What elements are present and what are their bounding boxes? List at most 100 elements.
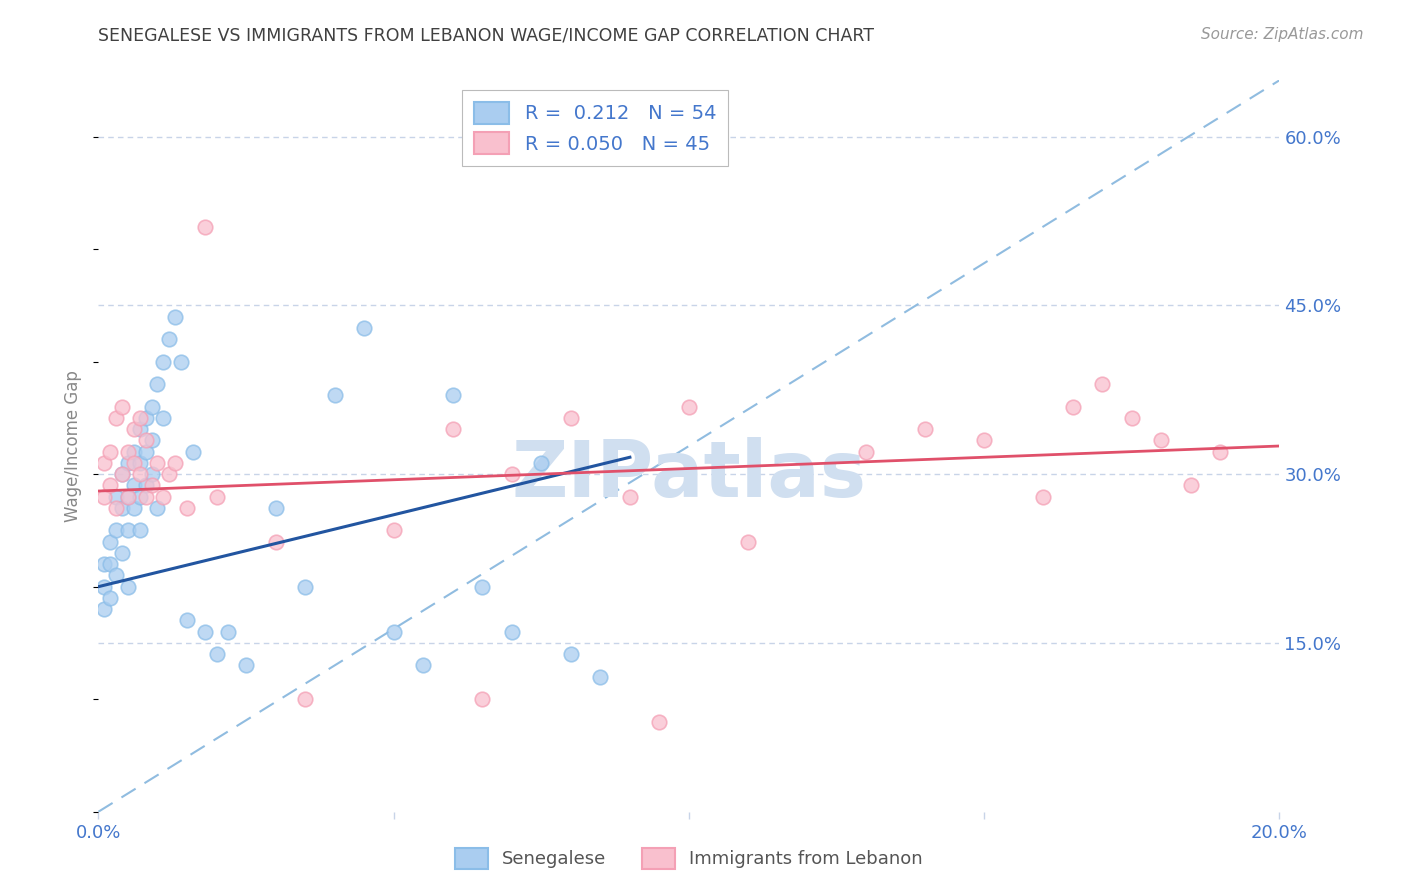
Point	[111, 500, 134, 515]
Point	[1150, 434, 1173, 448]
Point	[117, 524, 139, 538]
Point	[93, 557, 115, 571]
Point	[152, 354, 174, 368]
Point	[412, 658, 434, 673]
Point	[93, 602, 115, 616]
Point	[128, 490, 150, 504]
Point	[737, 534, 759, 549]
Point	[471, 580, 494, 594]
Point	[111, 400, 134, 414]
Point	[98, 591, 121, 605]
Point	[146, 377, 169, 392]
Point	[122, 500, 145, 515]
Text: ZIPatlas: ZIPatlas	[512, 437, 866, 513]
Point	[117, 456, 139, 470]
Point	[105, 500, 128, 515]
Point	[135, 478, 157, 492]
Point	[152, 490, 174, 504]
Point	[205, 647, 228, 661]
Point	[128, 456, 150, 470]
Point	[471, 692, 494, 706]
Point	[235, 658, 257, 673]
Point	[98, 534, 121, 549]
Point	[135, 490, 157, 504]
Point	[973, 434, 995, 448]
Point	[157, 332, 180, 346]
Point	[441, 422, 464, 436]
Point	[205, 490, 228, 504]
Point	[1180, 478, 1202, 492]
Text: SENEGALESE VS IMMIGRANTS FROM LEBANON WAGE/INCOME GAP CORRELATION CHART: SENEGALESE VS IMMIGRANTS FROM LEBANON WA…	[98, 27, 875, 45]
Point	[146, 500, 169, 515]
Point	[1121, 410, 1143, 425]
Point	[914, 422, 936, 436]
Point	[678, 400, 700, 414]
Point	[1209, 444, 1232, 458]
Point	[141, 400, 163, 414]
Point	[117, 580, 139, 594]
Point	[152, 410, 174, 425]
Point	[111, 467, 134, 482]
Text: Source: ZipAtlas.com: Source: ZipAtlas.com	[1201, 27, 1364, 42]
Point	[194, 219, 217, 234]
Point	[441, 388, 464, 402]
Point	[93, 456, 115, 470]
Point	[122, 478, 145, 492]
Y-axis label: Wage/Income Gap: Wage/Income Gap	[65, 370, 83, 522]
Point	[93, 490, 115, 504]
Point	[128, 524, 150, 538]
Point	[1091, 377, 1114, 392]
Point	[619, 490, 641, 504]
Point	[105, 410, 128, 425]
Point	[135, 444, 157, 458]
Point	[176, 500, 198, 515]
Point	[98, 557, 121, 571]
Point	[135, 434, 157, 448]
Point	[157, 467, 180, 482]
Point	[135, 410, 157, 425]
Point	[501, 624, 523, 639]
Point	[111, 546, 134, 560]
Point	[194, 624, 217, 639]
Point	[128, 410, 150, 425]
Point	[382, 524, 405, 538]
Point	[146, 456, 169, 470]
Point	[93, 580, 115, 594]
Point	[382, 624, 405, 639]
Point	[98, 444, 121, 458]
Point	[353, 321, 375, 335]
Point	[294, 580, 316, 594]
Point	[264, 500, 287, 515]
Point	[294, 692, 316, 706]
Point	[105, 490, 128, 504]
Point	[98, 478, 121, 492]
Point	[165, 310, 187, 324]
Point	[128, 467, 150, 482]
Point	[117, 490, 139, 504]
Point	[855, 444, 877, 458]
Point	[648, 714, 671, 729]
Point	[165, 456, 187, 470]
Point	[128, 422, 150, 436]
Point	[105, 524, 128, 538]
Point	[1062, 400, 1084, 414]
Point	[111, 467, 134, 482]
Point	[176, 614, 198, 628]
Point	[141, 467, 163, 482]
Point	[105, 568, 128, 582]
Point	[560, 410, 582, 425]
Point	[501, 467, 523, 482]
Point	[217, 624, 239, 639]
Point	[122, 456, 145, 470]
Point	[560, 647, 582, 661]
Point	[181, 444, 204, 458]
Point	[530, 456, 553, 470]
Point	[117, 444, 139, 458]
Point	[1032, 490, 1054, 504]
Point	[122, 444, 145, 458]
Point	[122, 422, 145, 436]
Point	[141, 434, 163, 448]
Point	[117, 490, 139, 504]
Legend: Senegalese, Immigrants from Lebanon: Senegalese, Immigrants from Lebanon	[447, 840, 931, 876]
Point	[170, 354, 193, 368]
